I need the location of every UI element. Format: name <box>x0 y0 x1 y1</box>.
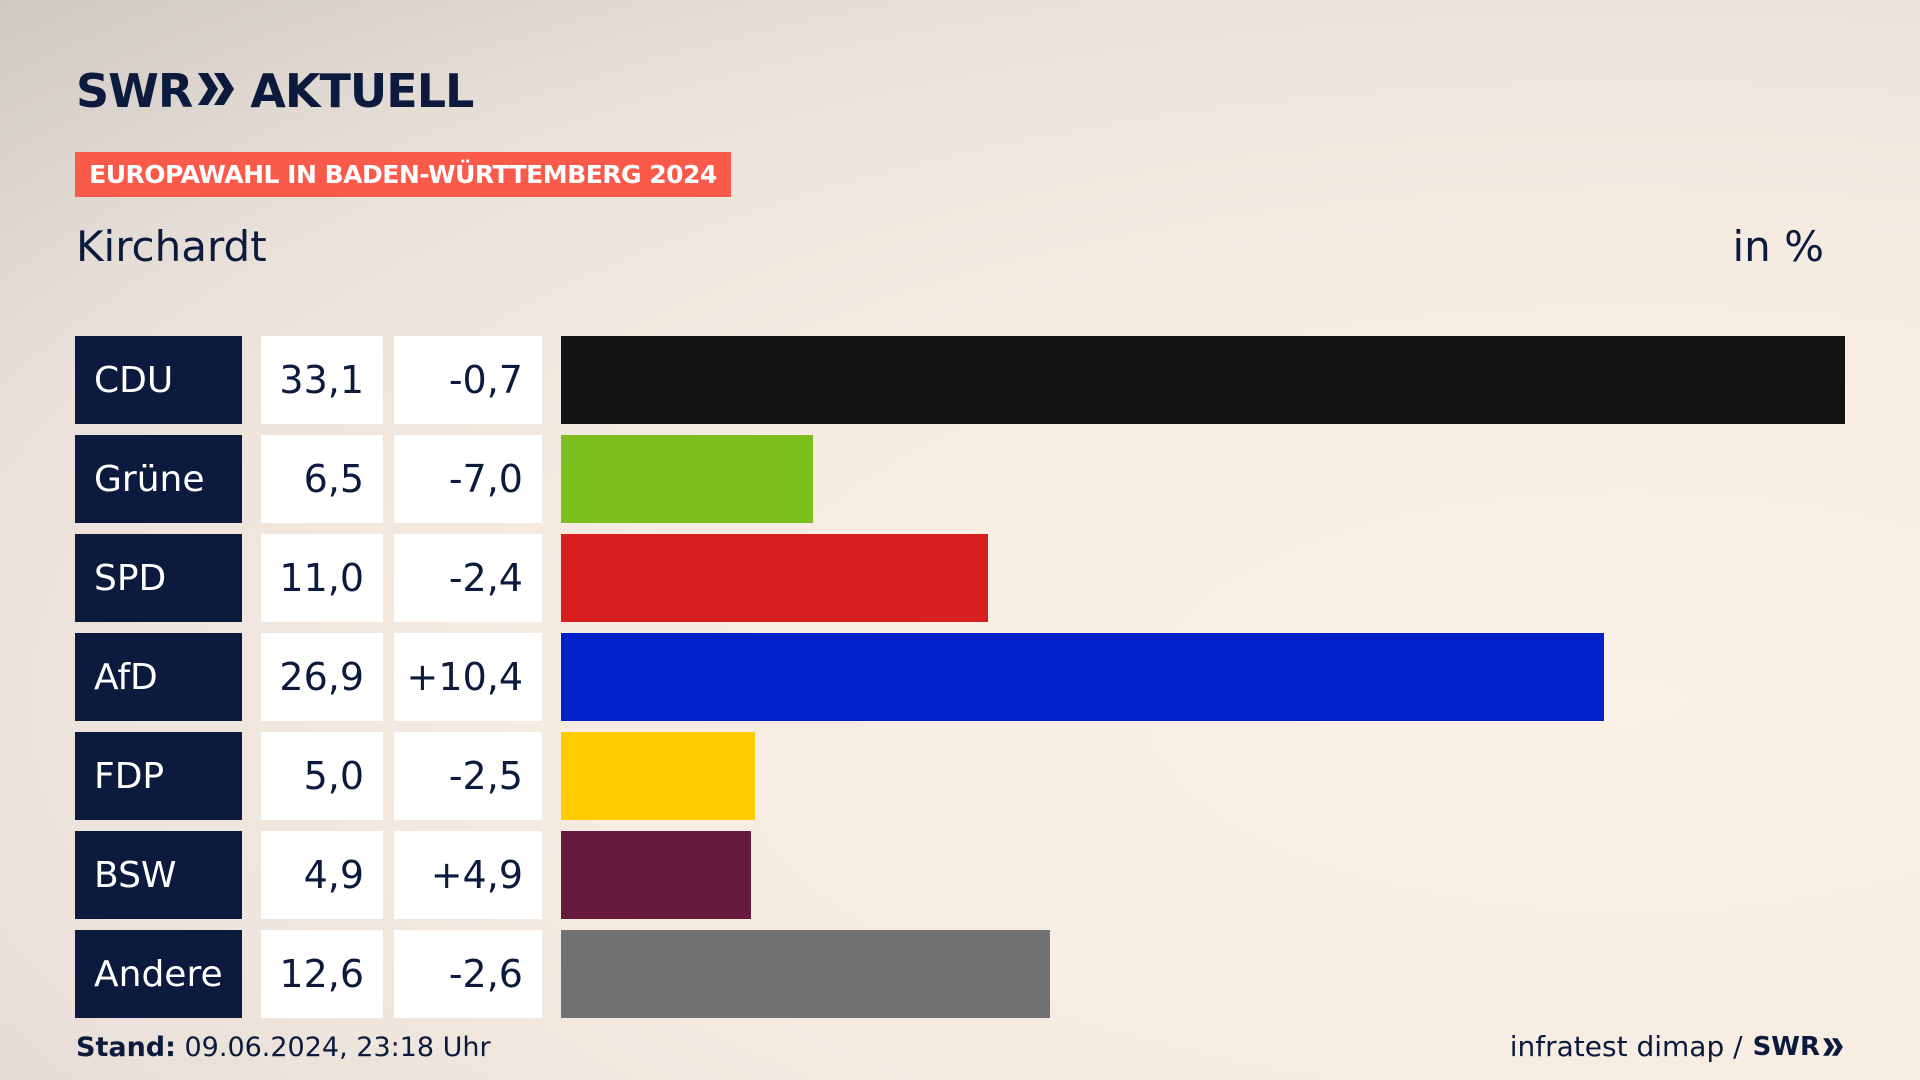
timestamp: Stand: 09.06.2024, 23:18 Uhr <box>76 1032 491 1063</box>
source-text: infratest dimap / <box>1509 1030 1743 1063</box>
party-label: FDP <box>75 732 242 820</box>
result-row: Andere 12,6 -2,6 <box>75 930 1845 1018</box>
vote-share-value: 12,6 <box>261 930 383 1018</box>
change-value: -7,0 <box>394 435 542 523</box>
unit-label: in % <box>1732 222 1824 271</box>
party-label: CDU <box>75 336 242 424</box>
footer-chevron-icon <box>1823 1037 1843 1056</box>
vote-share-value: 11,0 <box>261 534 383 622</box>
stand-value: 09.06.2024, 23:18 Uhr <box>175 1032 491 1063</box>
party-label: SPD <box>75 534 242 622</box>
party-label: BSW <box>75 831 242 919</box>
vote-share-value: 26,9 <box>261 633 383 721</box>
result-bar <box>561 633 1604 721</box>
change-value: -2,4 <box>394 534 542 622</box>
result-row: SPD 11,0 -2,4 <box>75 534 1845 622</box>
result-bar <box>561 732 755 820</box>
source-credit: infratest dimap / SWR <box>1510 1030 1844 1063</box>
swr-aktuell-logo: SWR AKTUELL <box>76 64 474 118</box>
logo-aktuell-text: AKTUELL <box>250 64 474 118</box>
logo-swr-text: SWR <box>76 64 193 118</box>
change-value: -2,5 <box>394 732 542 820</box>
result-row: Grüne 6,5 -7,0 <box>75 435 1845 523</box>
party-label: Grüne <box>75 435 242 523</box>
result-row: FDP 5,0 -2,5 <box>75 732 1845 820</box>
change-value: -0,7 <box>394 336 542 424</box>
result-bar <box>561 534 988 622</box>
double-chevron-icon <box>196 71 236 111</box>
vote-share-value: 5,0 <box>261 732 383 820</box>
result-bar <box>561 930 1050 1018</box>
result-row: BSW 4,9 +4,9 <box>75 831 1845 919</box>
party-label: Andere <box>75 930 242 1018</box>
result-bar <box>561 435 813 523</box>
result-bar <box>561 336 1845 424</box>
result-bar <box>561 831 751 919</box>
change-value: +10,4 <box>394 633 542 721</box>
election-banner: EUROPAWAHL IN BADEN-WÜRTTEMBERG 2024 <box>75 152 731 197</box>
place-title: Kirchardt <box>76 222 267 271</box>
vote-share-value: 33,1 <box>261 336 383 424</box>
result-row: CDU 33,1 -0,7 <box>75 336 1845 424</box>
vote-share-value: 4,9 <box>261 831 383 919</box>
result-row: AfD 26,9 +10,4 <box>75 633 1845 721</box>
vote-share-value: 6,5 <box>261 435 383 523</box>
stand-label: Stand: <box>76 1032 176 1063</box>
party-label: AfD <box>75 633 242 721</box>
change-value: +4,9 <box>394 831 542 919</box>
change-value: -2,6 <box>394 930 542 1018</box>
footer-swr-text: SWR <box>1752 1031 1820 1062</box>
